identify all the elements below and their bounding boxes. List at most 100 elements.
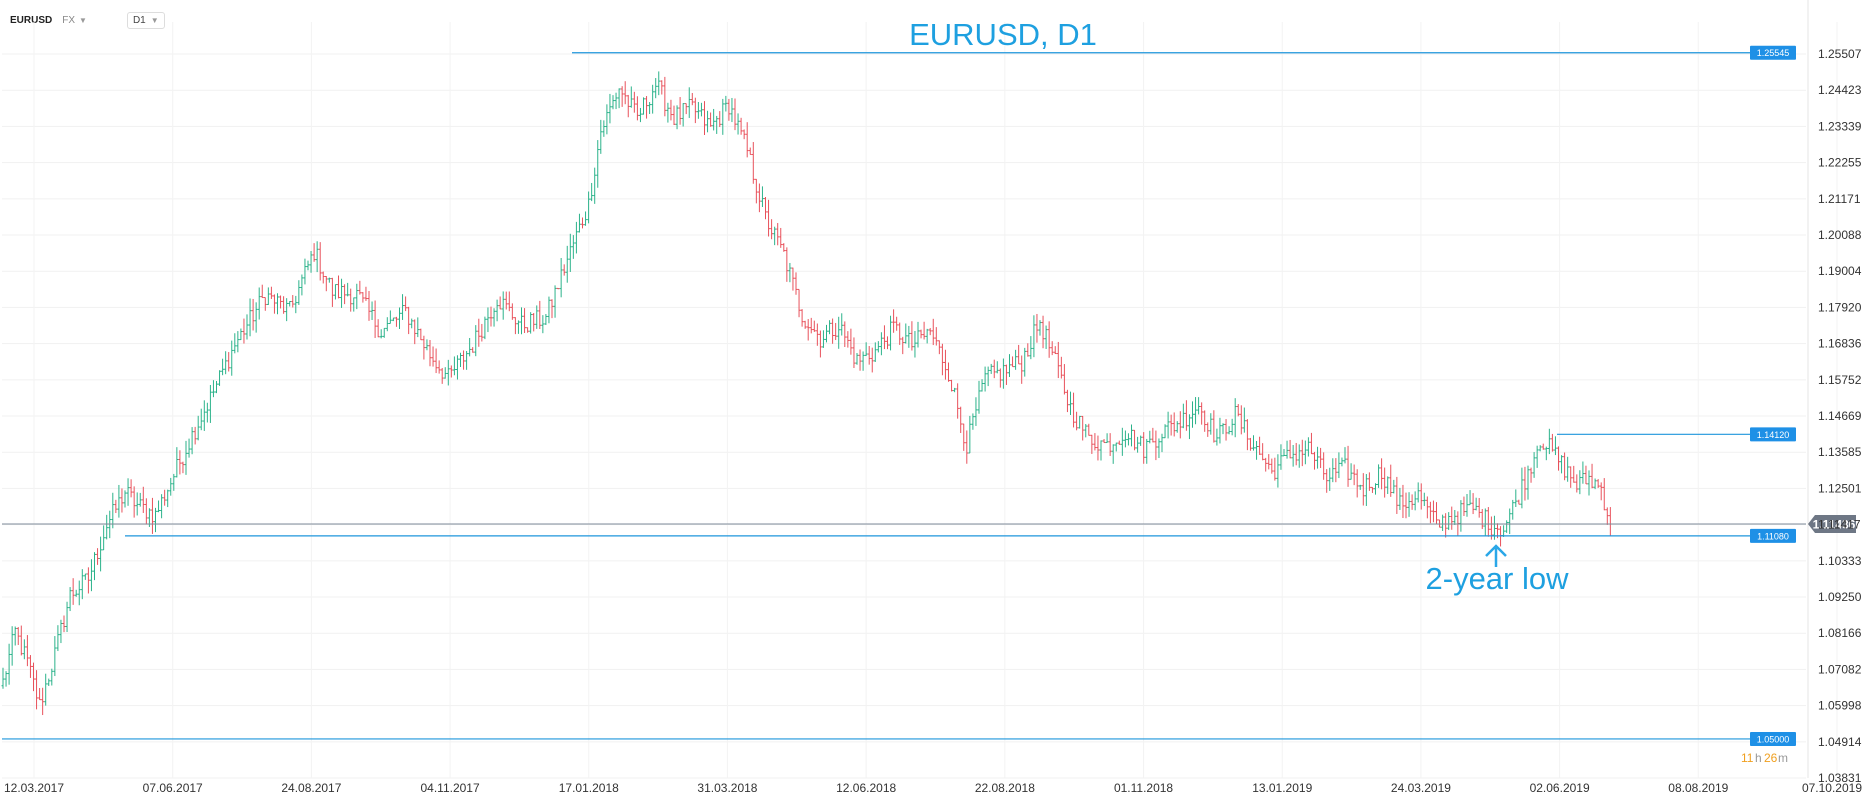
ohlc-bar-up bbox=[925, 328, 929, 344]
y-tick-label: 1.15752 bbox=[1818, 373, 1862, 387]
ohlc-bar-down bbox=[260, 284, 264, 299]
ohlc-bar-up bbox=[706, 110, 710, 133]
ohlc-bar-down bbox=[1294, 442, 1298, 466]
ohlc-bar-up bbox=[1553, 436, 1557, 456]
ohlc-bar-down bbox=[690, 92, 694, 106]
ohlc-bar-up bbox=[59, 619, 63, 644]
ohlc-bar-down bbox=[1020, 355, 1024, 384]
ohlc-bar-up bbox=[7, 643, 11, 685]
ohlc-bar-up bbox=[1520, 467, 1524, 509]
ohlc-bar-up bbox=[1218, 417, 1222, 444]
ohlc-bar-down bbox=[1367, 472, 1371, 491]
ohlc-bar-up bbox=[605, 104, 609, 135]
ohlc-bar-down bbox=[1602, 478, 1606, 511]
ohlc-bar-up bbox=[1001, 358, 1005, 389]
ohlc-bar-down bbox=[623, 81, 627, 105]
ohlc-bar-up bbox=[102, 525, 106, 551]
ohlc-bar-up bbox=[443, 367, 447, 379]
ohlc-bar-down bbox=[809, 317, 813, 334]
ohlc-bar-down bbox=[739, 117, 743, 135]
ohlc-bar-down bbox=[1450, 506, 1454, 530]
ohlc-bar-up bbox=[190, 427, 194, 455]
ohlc-bar-down bbox=[1550, 433, 1554, 452]
y-tick-label: 1.11417 bbox=[1818, 518, 1861, 532]
ohlc-bar-up bbox=[968, 415, 972, 454]
ohlc-bar-up bbox=[89, 559, 93, 592]
ohlc-bar-up bbox=[584, 211, 588, 226]
ohlc-bar-up bbox=[721, 98, 725, 135]
ohlc-bar-up bbox=[1215, 428, 1219, 446]
x-tick-label: 13.01.2019 bbox=[1252, 781, 1312, 795]
ohlc-bar-up bbox=[1291, 444, 1295, 467]
ohlc-bar-up bbox=[1252, 435, 1255, 451]
ohlc-bar-up bbox=[1187, 414, 1191, 440]
ohlc-bar-up bbox=[736, 113, 740, 135]
ohlc-bar-up bbox=[306, 260, 310, 271]
ohlc-bar-down bbox=[404, 296, 408, 312]
symbol-label[interactable]: EURUSD bbox=[10, 14, 53, 26]
ohlc-bar-up bbox=[1145, 438, 1149, 464]
ohlc-bar-down bbox=[86, 567, 90, 594]
ohlc-bar-down bbox=[1056, 341, 1060, 379]
ohlc-bar-up bbox=[452, 356, 456, 376]
x-tick-label: 31.03.2018 bbox=[697, 781, 757, 795]
ohlc-bar-down bbox=[523, 308, 527, 334]
ohlc-bar-down bbox=[1169, 414, 1173, 436]
ohlc-bar-up bbox=[977, 380, 981, 414]
countdown-minutes: 26 bbox=[1764, 751, 1778, 765]
ohlc-bar-up bbox=[1242, 407, 1246, 433]
ohlc-bar-down bbox=[1486, 507, 1490, 537]
y-tick-label: 1.23339 bbox=[1818, 119, 1862, 133]
ohlc-bar-up bbox=[535, 305, 539, 329]
ohlc-bar-up bbox=[202, 400, 206, 431]
ohlc-bar-up bbox=[590, 182, 594, 202]
ohlc-bar-up bbox=[303, 258, 307, 285]
ohlc-bar-up bbox=[172, 473, 176, 491]
ohlc-bar-up bbox=[138, 492, 142, 507]
ohlc-bar-up bbox=[873, 342, 877, 362]
market-selector[interactable]: FX ▼ bbox=[62, 15, 87, 26]
ohlc-bar-up bbox=[44, 673, 48, 706]
ohlc-bar-down bbox=[678, 97, 682, 125]
ohlc-bar-up bbox=[333, 284, 337, 300]
ohlc-bar-down bbox=[538, 300, 542, 330]
ohlc-bar-down bbox=[562, 264, 566, 276]
y-tick-label: 1.20088 bbox=[1818, 228, 1862, 242]
ohlc-bar-up bbox=[233, 333, 237, 354]
ohlc-bar-up bbox=[541, 315, 545, 334]
ohlc-bar-down bbox=[1346, 445, 1350, 487]
ohlc-bar-down bbox=[663, 76, 667, 117]
ohlc-bar-down bbox=[431, 346, 435, 367]
ohlc-bar-down bbox=[35, 670, 39, 710]
ohlc-bar-down bbox=[764, 197, 767, 220]
ohlc-bar-down bbox=[477, 318, 481, 347]
ohlc-bar-up bbox=[696, 102, 700, 119]
ohlc-bar-down bbox=[1352, 464, 1356, 486]
ohlc-bar-up bbox=[1038, 320, 1042, 336]
y-tick-label: 1.08166 bbox=[1818, 626, 1862, 640]
ohlc-bar-down bbox=[489, 306, 493, 327]
ohlc-bar-up bbox=[391, 317, 395, 322]
ohlc-bar-up bbox=[1447, 512, 1451, 531]
ohlc-bar-up bbox=[93, 552, 96, 581]
ohlc-bar-up bbox=[1416, 482, 1420, 503]
ohlc-bar-down bbox=[367, 290, 371, 321]
ohlc-bar-up bbox=[571, 235, 575, 259]
ohlc-bar-down bbox=[1563, 452, 1567, 481]
level-price-tag bbox=[1750, 528, 1796, 543]
ohlc-bar-down bbox=[1026, 343, 1030, 357]
ohlc-bar-up bbox=[379, 329, 383, 339]
ohlc-bar-down bbox=[1142, 432, 1146, 464]
x-tick-label: 07.10.2019 bbox=[1802, 781, 1862, 795]
ohlc-bar-up bbox=[614, 92, 618, 110]
ohlc-bar-up bbox=[1194, 397, 1198, 425]
x-tick-label: 04.11.2017 bbox=[420, 781, 479, 795]
ohlc-bar-down bbox=[1087, 423, 1091, 436]
ohlc-bar-up bbox=[648, 102, 652, 114]
level-label: 1.14120 bbox=[1757, 430, 1790, 440]
ohlc-bar-up bbox=[245, 314, 249, 340]
timeframe-selector[interactable]: D1 ▼ bbox=[126, 11, 165, 29]
ohlc-bar-down bbox=[812, 320, 816, 332]
ohlc-bar-down bbox=[937, 340, 941, 355]
